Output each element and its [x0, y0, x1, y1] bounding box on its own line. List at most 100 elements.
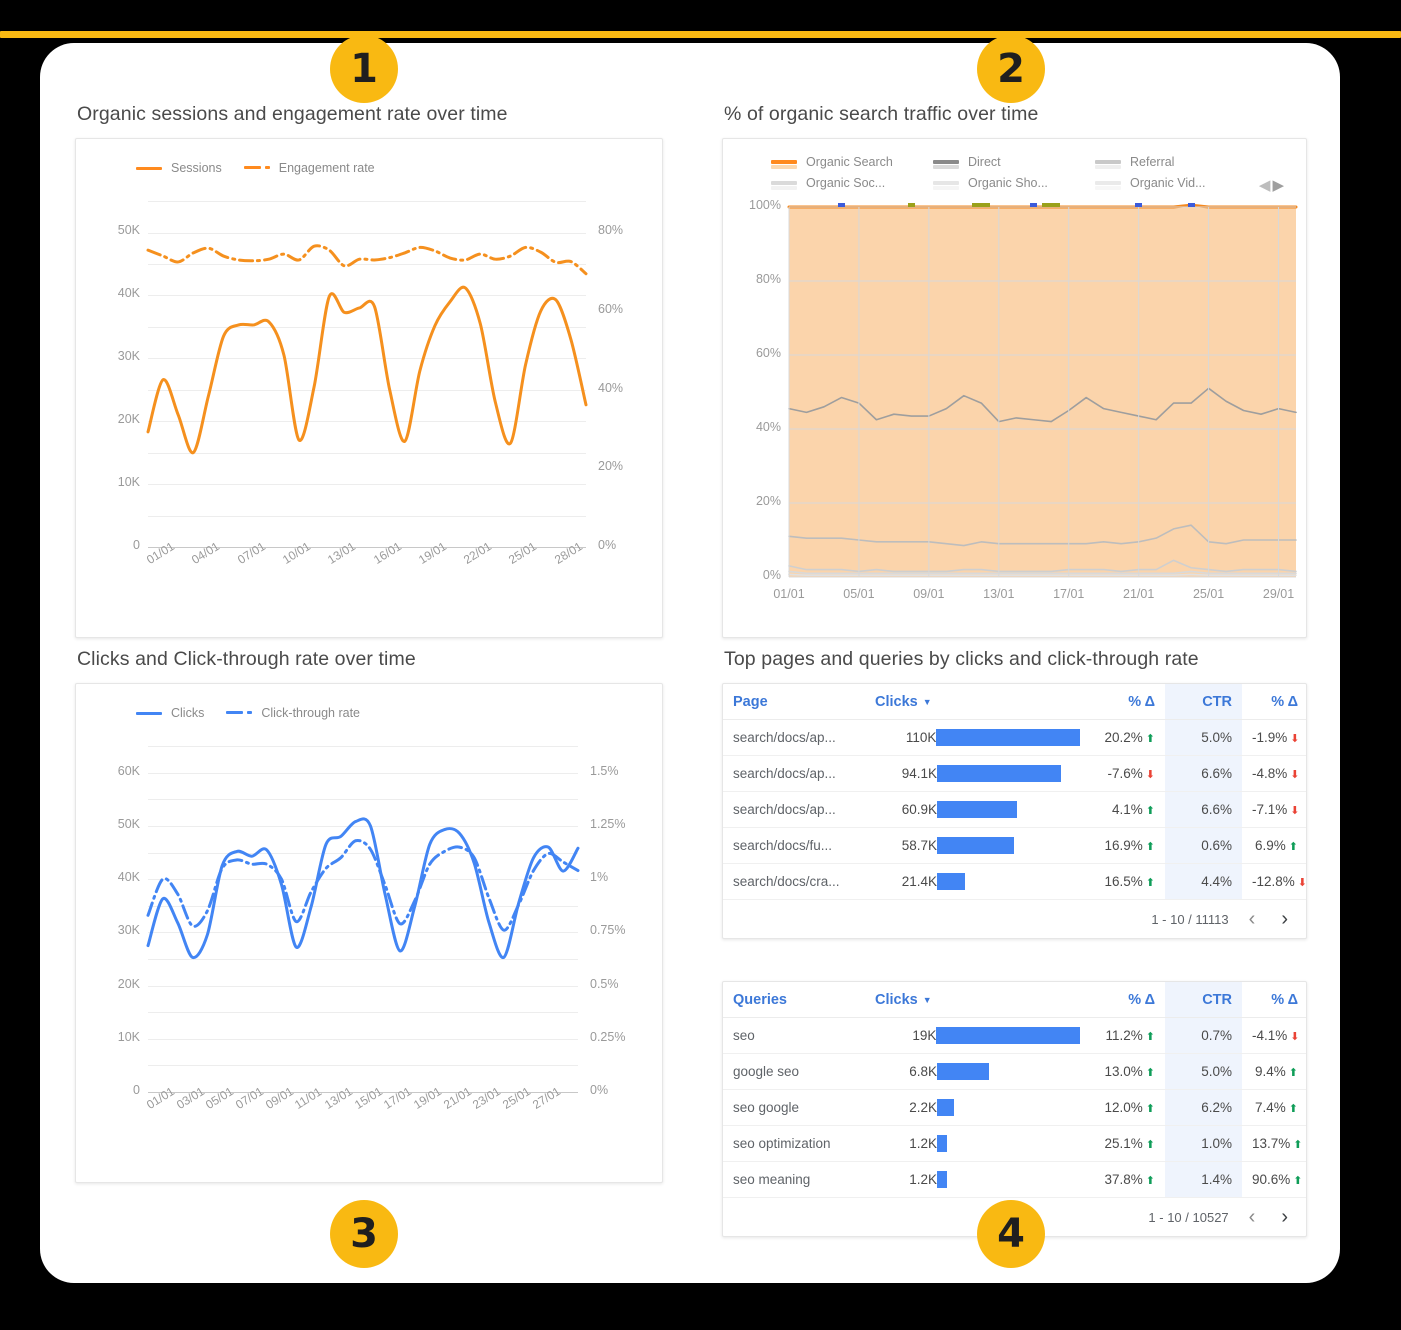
table-row[interactable]: search/docs/cra... 21.4K 16.5% ⬆ 4.4% -12.8% ⬇: [723, 863, 1306, 900]
chart-panel-sessions[interactable]: Sessions Engagement rate 0 10K 20K 30K 40K 50…: [75, 138, 663, 638]
legend-item-sessions[interactable]: Sessions: [136, 161, 222, 175]
legend-item-engagement-rate[interactable]: Engagement rate: [243, 161, 375, 175]
delta-value: 16.5%: [1104, 874, 1143, 889]
col-clicks[interactable]: Clicks ▼: [865, 982, 1080, 1018]
col-ctr[interactable]: CTR: [1165, 684, 1242, 720]
legend-label: Direct: [968, 155, 1001, 169]
chart-annotation-marker[interactable]: [907, 203, 915, 207]
col-page[interactable]: Page: [723, 684, 865, 720]
arrow-down-icon: ⬇: [1290, 805, 1300, 817]
widget-title-traffic-share: % of organic search traffic over time: [724, 103, 1039, 125]
y2-axis-tick-label: 1%: [590, 870, 609, 885]
chart-annotation-marker[interactable]: [1042, 203, 1061, 207]
delta-value: 37.8%: [1104, 1172, 1143, 1187]
cell-query: seo optimization: [723, 1125, 865, 1162]
chevron-left-icon[interactable]: ‹: [1248, 1206, 1256, 1228]
col-queries[interactable]: Queries: [723, 982, 865, 1018]
legend-item-direct[interactable]: Direct: [933, 155, 1073, 169]
chart-panel-clicks[interactable]: Clicks Click-through rate 0 10K 20K 30K 40K 5…: [75, 683, 663, 1183]
widget-clicks: Clicks and Click-through rate over time …: [75, 648, 675, 1183]
chart-gridline: [148, 263, 586, 265]
table-row[interactable]: seo 19K 11.2% ⬆ 0.7% -4.1% ⬇: [723, 1017, 1306, 1054]
col-delta-clicks[interactable]: % Δ: [1080, 684, 1165, 720]
chart-annotation-marker[interactable]: [1187, 203, 1195, 207]
legend-item-organic-shopping[interactable]: Organic Sho...: [933, 176, 1073, 190]
clicks-bar-wrapper: 6.8K: [875, 1063, 1080, 1080]
widget-top-pages-queries: Top pages and queries by clicks and clic…: [722, 648, 1322, 1237]
arrow-down-icon: ⬇: [1290, 733, 1300, 745]
clicks-bar: [936, 729, 1080, 746]
col-ctr[interactable]: CTR: [1165, 982, 1242, 1018]
chart-gridline: [148, 932, 578, 934]
table-row[interactable]: search/docs/ap... 94.1K -7.6% ⬇ 6.6% -4.8% ⬇: [723, 755, 1306, 792]
triangle-right-icon[interactable]: ▶: [1272, 177, 1284, 194]
legend-item-organic-social[interactable]: Organic Soc...: [771, 176, 911, 190]
y-axis-tick-label: 60K: [117, 763, 140, 778]
chart-gridline: [148, 1012, 578, 1014]
legend-item-ctr[interactable]: Click-through rate: [226, 706, 360, 720]
table-row[interactable]: search/docs/ap... 110K 20.2% ⬆ 5.0% -1.9% ⬇: [723, 719, 1306, 756]
legend-item-clicks[interactable]: Clicks: [136, 706, 204, 720]
y2-axis-tick-label: 1.5%: [590, 763, 619, 778]
chart-gridline: [148, 484, 586, 486]
table-panel-queries[interactable]: Queries Clicks ▼ % Δ CTR % Δ seo 19K 11.2% ⬆…: [722, 981, 1307, 1237]
chart-annotation-marker[interactable]: [1030, 203, 1038, 207]
chevron-left-icon[interactable]: ‹: [1248, 908, 1256, 930]
table-row[interactable]: seo google 2.2K 12.0% ⬆ 6.2% 7.4% ⬆: [723, 1089, 1306, 1126]
chart-annotation-marker[interactable]: [972, 203, 991, 207]
legend-item-referral[interactable]: Referral: [1095, 155, 1174, 169]
y-axis-tick-label: 100%: [749, 198, 781, 212]
clicks-value: 6.8K: [909, 1064, 937, 1079]
cell-delta-ctr: 13.7% ⬆: [1242, 1125, 1306, 1162]
clicks-value: 60.9K: [901, 802, 937, 817]
cell-ctr: 6.6%: [1165, 755, 1242, 792]
col-delta-ctr[interactable]: % Δ: [1242, 684, 1306, 720]
clicks-value: 2.2K: [909, 1100, 937, 1115]
chart-plot-traffic-share: 0% 20% 40% 60% 80% 100% 01/01 05/01 09/01 13/01 17…: [723, 139, 1306, 637]
table-row[interactable]: seo meaning 1.2K 37.8% ⬆ 1.4% 90.6% ⬆: [723, 1161, 1306, 1198]
x-axis-tick-label: 21/01: [1123, 587, 1155, 601]
cell-query: google seo: [723, 1053, 865, 1090]
queries-table[interactable]: Queries Clicks ▼ % Δ CTR % Δ seo 19K 11.2% ⬆…: [723, 982, 1306, 1198]
col-delta-ctr[interactable]: % Δ: [1242, 982, 1306, 1018]
arrow-up-icon: ⬆: [1145, 1139, 1155, 1151]
chevron-right-icon[interactable]: ›: [1281, 1206, 1288, 1228]
col-clicks[interactable]: Clicks ▼: [865, 684, 1080, 720]
chevron-right-icon[interactable]: ›: [1281, 908, 1288, 930]
legend-item-organic-video[interactable]: Organic Vid...: [1095, 176, 1206, 190]
triangle-left-icon[interactable]: ◀: [1258, 177, 1271, 194]
series-area-1: [789, 205, 1296, 577]
clicks-bar: [937, 765, 1061, 782]
chart-annotation-marker[interactable]: [1135, 203, 1143, 207]
y-axis-tick-label: 40%: [755, 420, 781, 434]
cell-clicks: 1.2K: [865, 1125, 1080, 1162]
delta-value: 6.9%: [1255, 838, 1286, 853]
y2-axis-tick-label: 0%: [590, 1083, 609, 1097]
chart-annotation-marker[interactable]: [837, 203, 845, 207]
table-row[interactable]: search/docs/fu... 58.7K 16.9% ⬆ 0.6% 6.9% ⬆: [723, 827, 1306, 864]
legend-pager[interactable]: ◀ ▶: [1259, 176, 1284, 194]
col-delta-clicks[interactable]: % Δ: [1080, 982, 1165, 1018]
arrow-up-icon: ⬆: [1293, 1139, 1303, 1151]
legend-label: Organic Search: [806, 155, 893, 169]
widget-traffic-share: % of organic search traffic over time Or…: [722, 103, 1322, 638]
clicks-value: 58.7K: [901, 838, 937, 853]
delta-value: 13.0%: [1104, 1064, 1143, 1079]
table-panel-pages[interactable]: Page Clicks ▼ % Δ CTR % Δ search/docs/ap.…: [722, 683, 1307, 939]
pages-table[interactable]: Page Clicks ▼ % Δ CTR % Δ search/docs/ap.…: [723, 684, 1306, 900]
table-row[interactable]: google seo 6.8K 13.0% ⬆ 5.0% 9.4% ⬆: [723, 1053, 1306, 1090]
legend-clicks: Clicks Click-through rate: [136, 706, 382, 720]
table-row[interactable]: seo optimization 1.2K 25.1% ⬆ 1.0% 13.7% ⬆: [723, 1125, 1306, 1162]
delta-value: -7.6%: [1107, 766, 1143, 781]
y-axis-tick-label: 0: [133, 538, 140, 552]
delta-value: 16.9%: [1104, 838, 1143, 853]
chart-panel-traffic-share[interactable]: Organic Search Direct Referral: [722, 138, 1307, 638]
legend-item-organic-search[interactable]: Organic Search: [771, 155, 911, 169]
table-row[interactable]: search/docs/ap... 60.9K 4.1% ⬆ 6.6% -7.1% ⬇: [723, 791, 1306, 828]
arrow-up-icon: ⬆: [1145, 733, 1155, 745]
y-axis-tick-label: 50K: [117, 816, 140, 831]
delta-value: 7.4%: [1255, 1100, 1286, 1115]
y2-axis-tick-label: 0%: [598, 538, 617, 552]
clicks-bar: [937, 801, 1017, 818]
delta-value: 12.0%: [1104, 1100, 1143, 1115]
